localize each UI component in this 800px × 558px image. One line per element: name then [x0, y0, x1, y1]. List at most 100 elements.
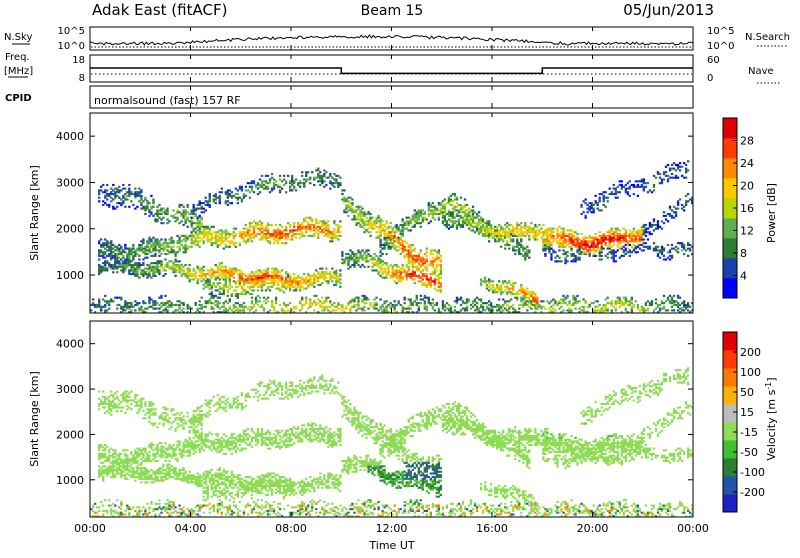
power-cell: [488, 233, 490, 235]
power-cell: [170, 240, 172, 242]
power-cell: [659, 173, 661, 175]
power-cell: [528, 293, 530, 295]
power-cell: [245, 280, 247, 282]
power-cell: [213, 237, 215, 239]
power-cell: [496, 309, 498, 311]
power-cell: [496, 229, 498, 231]
power-cell: [152, 246, 154, 248]
power-cell: [259, 277, 261, 279]
power-cell: [566, 295, 568, 297]
power-cell: [249, 222, 251, 224]
power-cell: [277, 238, 279, 240]
power-cell: [166, 222, 168, 224]
power-cell: [152, 308, 154, 310]
power-cell: [182, 224, 184, 226]
power-cell: [406, 275, 408, 277]
power-cell: [462, 300, 464, 302]
power-cell: [498, 298, 500, 300]
power-cell: [677, 297, 679, 299]
power-cell: [152, 268, 154, 270]
power-cell: [136, 275, 138, 277]
power-cell: [118, 297, 120, 299]
power-cell: [379, 308, 381, 310]
power-cell: [144, 208, 146, 210]
power-cell: [377, 262, 379, 264]
power-cell: [679, 198, 681, 200]
power-cell: [359, 220, 361, 222]
power-cell: [396, 229, 398, 231]
power-cell: [383, 224, 385, 226]
power-cell: [442, 304, 444, 306]
power-cell: [568, 240, 570, 242]
power-cell: [566, 235, 568, 237]
power-cell: [442, 200, 444, 202]
power-cell: [562, 237, 564, 239]
power-cell: [526, 231, 528, 233]
power-cell: [205, 209, 207, 211]
power-cell: [418, 217, 420, 219]
power-cell: [301, 226, 303, 228]
power-cell: [219, 197, 221, 199]
power-cell: [558, 226, 560, 228]
power-cell: [156, 238, 158, 240]
power-cell: [420, 257, 422, 259]
power-cell: [430, 204, 432, 206]
power-cell: [442, 220, 444, 222]
power-cell: [243, 293, 245, 295]
power-cell: [558, 302, 560, 304]
power-cell: [584, 215, 586, 217]
power-cell: [566, 297, 568, 299]
power-cell: [178, 268, 180, 270]
power-cell: [227, 204, 229, 206]
power-cell: [428, 297, 430, 299]
power-cell: [245, 231, 247, 233]
power-cell: [158, 246, 160, 248]
power-cell: [209, 282, 211, 284]
power-cell: [377, 228, 379, 230]
power-cell: [488, 280, 490, 282]
power-cell: [428, 302, 430, 304]
power-cell: [530, 231, 532, 233]
power-cell: [349, 206, 351, 208]
power-cell: [647, 308, 649, 310]
power-cell: [221, 229, 223, 231]
power-cell: [275, 280, 277, 282]
power-cell: [607, 248, 609, 250]
power-cell: [269, 233, 271, 235]
power-cell: [263, 277, 265, 279]
power-cell: [671, 298, 673, 300]
power-cell: [255, 271, 257, 273]
power-cell: [164, 258, 166, 260]
power-cell: [580, 306, 582, 308]
power-cell: [178, 271, 180, 273]
power-cell: [160, 297, 162, 299]
power-cell: [269, 286, 271, 288]
power-cell: [438, 280, 440, 282]
power-cell: [603, 306, 605, 308]
power-cell: [534, 308, 536, 310]
power-cell: [605, 255, 607, 257]
power-cell: [160, 238, 162, 240]
power-cell: [203, 242, 205, 244]
power-cell: [574, 246, 576, 248]
power-cell: [229, 242, 231, 244]
power-cell: [174, 264, 176, 266]
power-cell: [486, 231, 488, 233]
power-cell: [408, 255, 410, 257]
power-cell: [359, 226, 361, 228]
power-cell: [484, 302, 486, 304]
power-cell: [98, 266, 100, 268]
power-cell: [385, 300, 387, 302]
power-cell: [209, 206, 211, 208]
power-cell: [520, 253, 522, 255]
power-cell: [400, 238, 402, 240]
power-cell: [558, 308, 560, 310]
power-cell: [432, 215, 434, 217]
power-cell: [140, 208, 142, 210]
power-cell: [217, 284, 219, 286]
power-cell: [195, 275, 197, 277]
power-cell: [564, 253, 566, 255]
power-cell: [584, 244, 586, 246]
power-cell: [106, 189, 108, 191]
power-cell: [502, 231, 504, 233]
